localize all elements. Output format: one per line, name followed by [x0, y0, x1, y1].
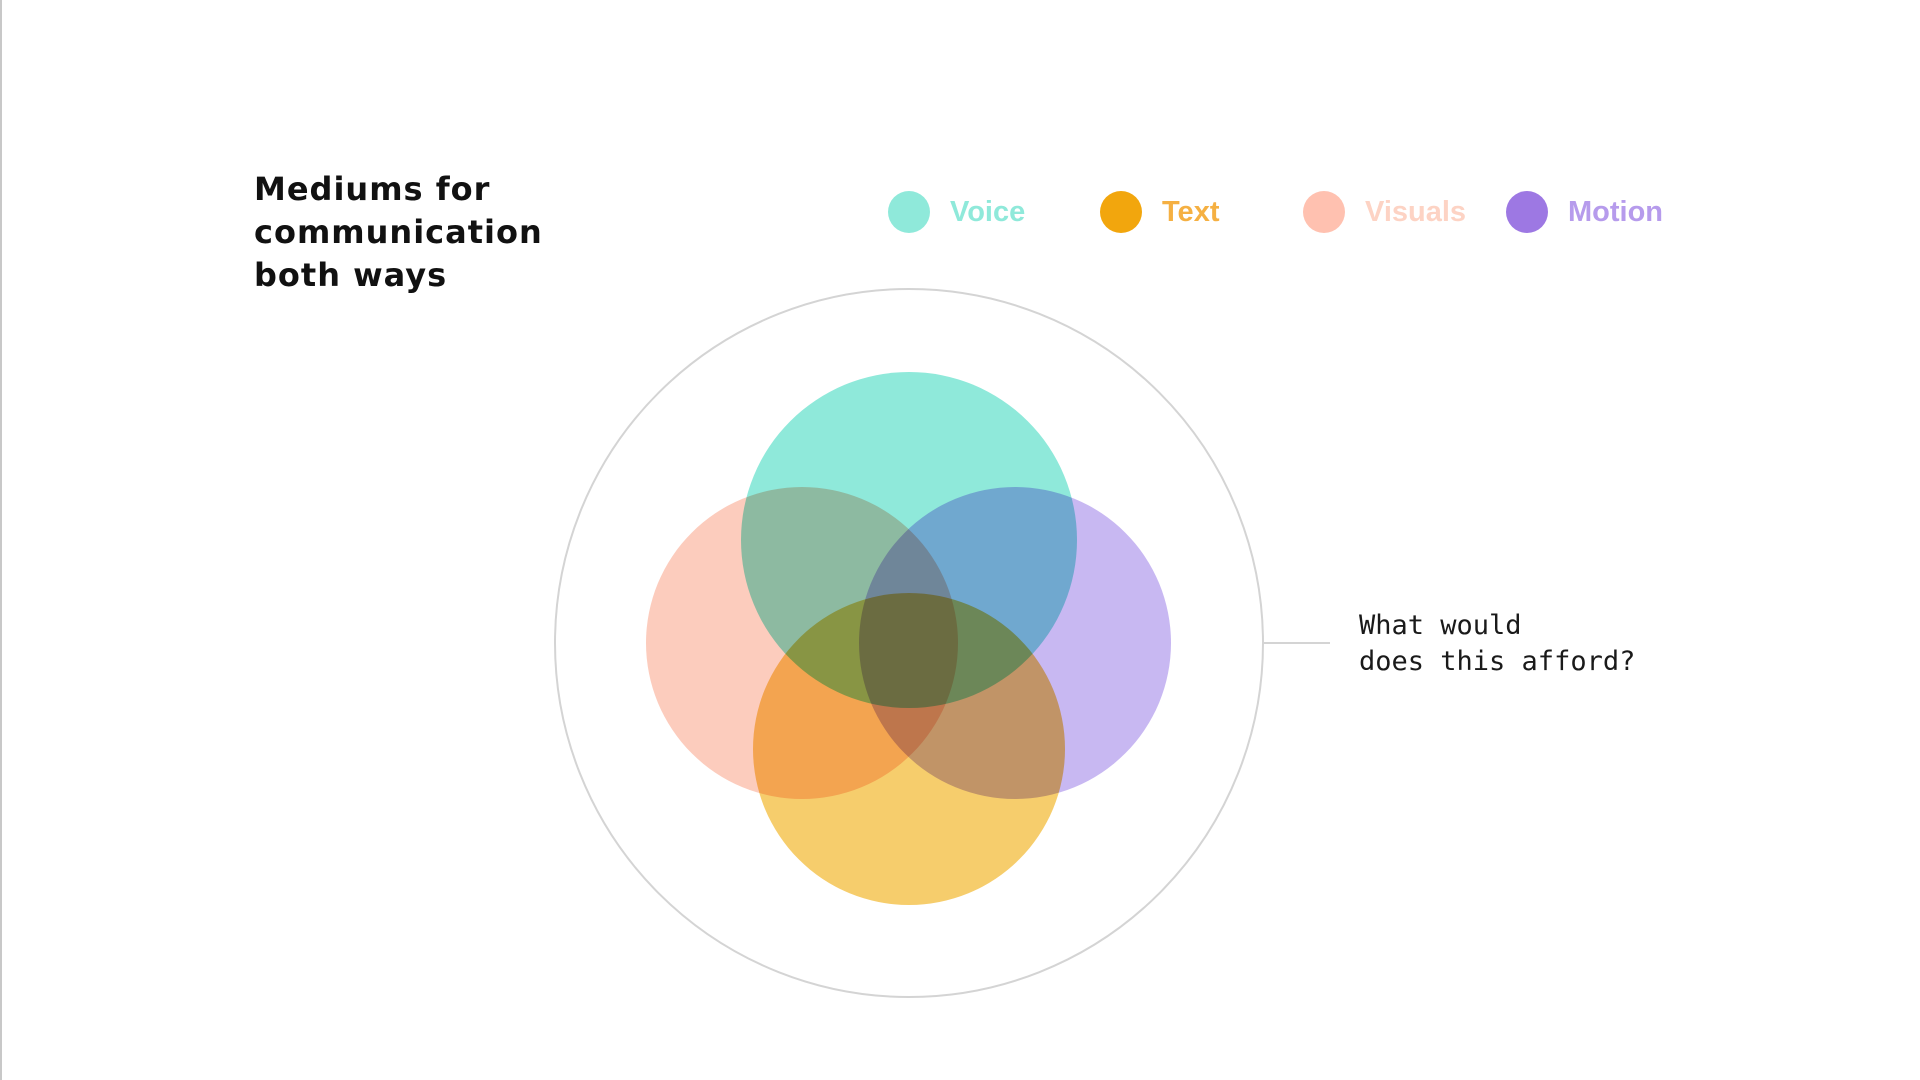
- legend: Voice Text Visuals Motion: [0, 190, 1920, 234]
- annotation-line: What would: [1359, 610, 1522, 641]
- motion-swatch: [1506, 191, 1548, 233]
- legend-label-motion: Motion: [1568, 195, 1664, 228]
- text-circle: [753, 593, 1065, 905]
- slide-title: Mediums for communication both ways: [254, 168, 634, 297]
- text-swatch: [1100, 191, 1142, 233]
- visuals-swatch: [1303, 191, 1345, 233]
- legend-label-visuals: Visuals: [1365, 195, 1467, 228]
- venn-circles: [646, 372, 1171, 905]
- legend-label-text: Text: [1162, 195, 1220, 228]
- legend-item-text: Text: [1100, 190, 1219, 234]
- annotation-line: does this afford?: [1359, 646, 1636, 677]
- left-divider: [0, 0, 2, 1080]
- legend-item-motion: Motion: [1506, 190, 1663, 234]
- voice-swatch: [888, 191, 930, 233]
- title-line: Mediums for: [254, 170, 491, 208]
- annotation-text: What would does this afford?: [1359, 608, 1679, 680]
- legend-item-visuals: Visuals: [1303, 190, 1466, 234]
- title-line: communication: [254, 213, 543, 251]
- legend-label-voice: Voice: [950, 195, 1026, 228]
- outer-ring: [554, 288, 1264, 998]
- legend-item-voice: Voice: [888, 190, 1025, 234]
- title-line: both ways: [254, 256, 448, 294]
